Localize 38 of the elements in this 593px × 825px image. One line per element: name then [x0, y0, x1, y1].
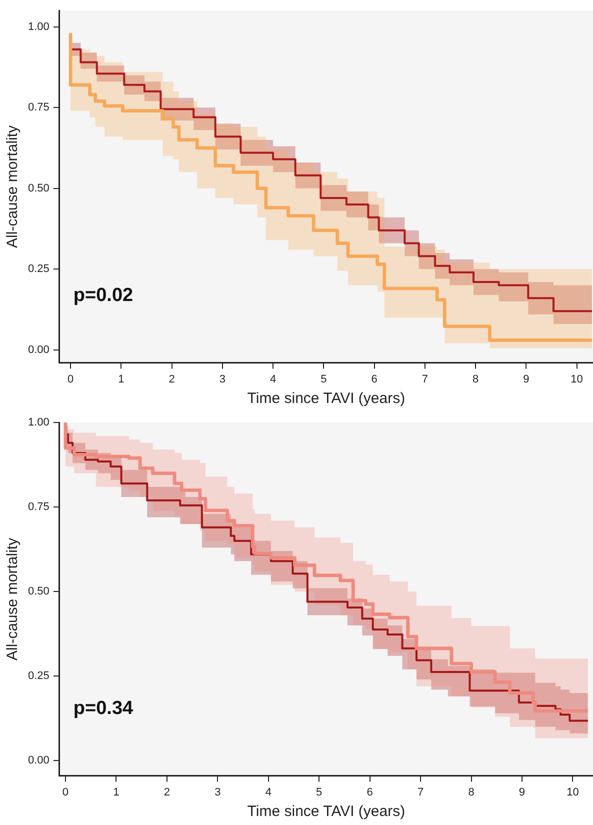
- y-tick-label: 0.50: [28, 586, 50, 598]
- y-tick-label: 0.50: [28, 182, 50, 194]
- annotation: p=0.34: [73, 698, 134, 719]
- x-tick-label: 5: [320, 373, 327, 386]
- x-tick-label: 2: [168, 373, 175, 386]
- x-axis-title: Time since TAVI (years): [247, 803, 406, 820]
- x-tick-label: 1: [113, 786, 120, 798]
- y-tick-label: 0.00: [28, 344, 50, 356]
- y-axis-title: All-cause mortality: [4, 124, 22, 248]
- x-tick-label: 7: [417, 786, 424, 798]
- x-tick-label: 4: [265, 786, 272, 798]
- x-tick-label: 0: [67, 373, 74, 386]
- x-tick-label: 0: [62, 786, 69, 798]
- y-tick-label: 0.75: [28, 501, 50, 514]
- y-axis-title: All-cause mortality: [4, 537, 22, 660]
- x-tick-label: 8: [468, 786, 474, 798]
- y-tick-label: 0.00: [28, 754, 50, 767]
- y-tick-label: 0.25: [28, 670, 50, 682]
- x-axis-title: Time since TAVI (years): [247, 390, 406, 408]
- x-tick-label: 10: [570, 373, 583, 386]
- y-tick-label: 1.00: [28, 20, 50, 33]
- x-tick-label: 3: [214, 786, 221, 798]
- y-tick-label: 0.25: [28, 263, 50, 276]
- y-tick-label: 1.00: [28, 416, 50, 429]
- x-tick-label: 8: [472, 373, 479, 386]
- x-tick-label: 6: [371, 373, 378, 386]
- x-tick-label: 5: [316, 786, 322, 798]
- x-tick-label: 9: [523, 373, 530, 386]
- x-tick-label: 10: [566, 786, 579, 798]
- x-tick-label: 7: [422, 373, 428, 386]
- y-tick-label: 0.75: [28, 102, 50, 114]
- annotation: p=0.02: [73, 285, 134, 306]
- x-tick-label: 2: [164, 786, 170, 798]
- x-tick-label: 9: [518, 786, 526, 798]
- x-tick-label: 4: [270, 373, 276, 386]
- x-tick-label: 1: [118, 373, 124, 386]
- x-tick-label: 6: [366, 786, 373, 798]
- x-tick-label: 3: [219, 373, 226, 386]
